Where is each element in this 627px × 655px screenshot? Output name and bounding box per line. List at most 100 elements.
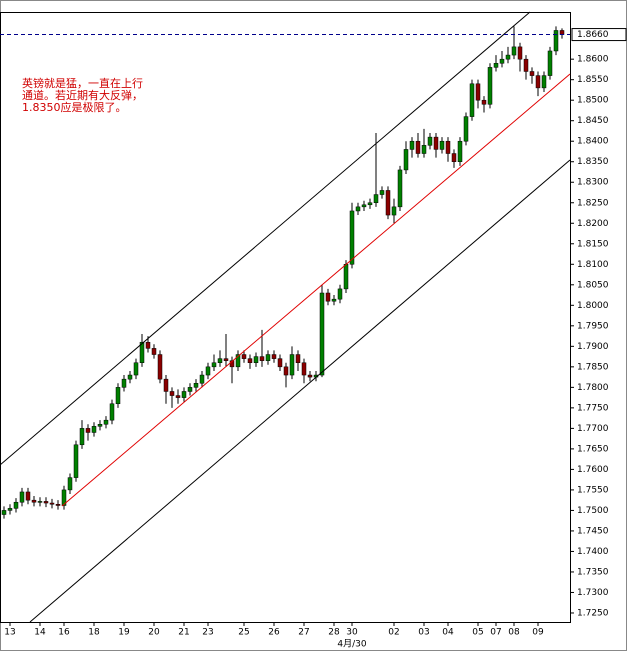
candle-body: [259, 356, 265, 361]
candle-body: [535, 75, 541, 89]
candle-body: [205, 366, 211, 376]
current-price-box: [571, 28, 627, 42]
channel-middle: [61, 73, 571, 507]
y-tick-label: 1.8300: [577, 178, 609, 188]
candle-body: [517, 46, 523, 60]
x-tick-label: 26: [268, 628, 280, 638]
x-tick-label: 13: [4, 628, 15, 638]
candle-body: [211, 362, 217, 368]
candle-body: [541, 75, 547, 89]
annotation: 英镑就是猛，一直在上行: [22, 76, 143, 90]
y-tick-label: 1.8350: [577, 157, 609, 167]
y-tick-label: 1.8500: [577, 96, 609, 106]
x-tick-label: 27: [298, 628, 309, 638]
x-tick-label: 23: [202, 628, 213, 638]
candle-body: [217, 358, 223, 363]
y-tick-label: 1.8100: [577, 260, 609, 270]
candle-body: [463, 116, 469, 142]
candle-body: [361, 204, 367, 208]
annotation: 通道。若近期有大反弹，: [22, 88, 143, 102]
candle-body: [325, 292, 331, 302]
candle-body: [505, 54, 511, 60]
candle-body: [265, 354, 271, 361]
candle-body: [91, 426, 97, 433]
candle-body: [115, 387, 121, 405]
candle-body: [457, 140, 463, 162]
y-tick-label: 1.7300: [577, 588, 609, 598]
x-tick-label: 20: [148, 628, 160, 638]
y-tick-label: 1.8200: [577, 219, 609, 229]
candle-body: [37, 501, 43, 503]
plot-area: [0, 12, 571, 623]
candle-body: [385, 190, 391, 216]
candle-body: [559, 30, 565, 35]
y-tick-label: 1.7600: [577, 465, 609, 475]
candle-body: [85, 428, 91, 433]
candle-body: [67, 477, 73, 491]
candle-body: [319, 292, 325, 376]
x-tick-label: 03: [418, 628, 429, 638]
candle-body: [481, 99, 487, 105]
candle-body: [49, 502, 55, 505]
candle-body: [493, 63, 499, 68]
x-tick-label: 05: [472, 628, 483, 638]
candle-body: [127, 374, 133, 380]
x-tick-label: 04: [442, 628, 454, 638]
candle-body: [55, 504, 61, 506]
candle-body: [277, 358, 283, 368]
candle-body: [547, 50, 553, 76]
current-price-label: 1.8660: [577, 30, 609, 40]
x-tick-label: 16: [58, 628, 70, 638]
candle-body: [331, 298, 337, 302]
candle-body: [283, 366, 289, 376]
candle-body: [199, 374, 205, 384]
y-tick-label: 1.7850: [577, 362, 609, 372]
candle-body: [97, 424, 103, 427]
candle-body: [181, 391, 187, 398]
candle-body: [403, 149, 409, 171]
candle-body: [289, 354, 295, 376]
channel-lower: [29, 159, 571, 623]
y-tick-label: 1.7700: [577, 424, 609, 434]
candle-body: [523, 58, 529, 72]
candle-body: [193, 383, 199, 388]
y-tick-label: 1.7650: [577, 444, 609, 454]
y-tick-label: 1.8050: [577, 280, 609, 290]
y-tick-label: 1.8600: [577, 55, 609, 65]
y-tick-label: 1.8000: [577, 301, 609, 311]
y-tick-label: 1.7750: [577, 403, 609, 413]
candle-body: [469, 83, 475, 117]
candle-body: [61, 489, 67, 506]
candle-body: [415, 140, 421, 154]
candle-body: [13, 501, 19, 509]
candle-body: [151, 348, 157, 355]
candle-body: [397, 169, 403, 208]
candle-body: [511, 46, 517, 56]
candle-body: [253, 356, 259, 363]
y-tick-label: 1.7250: [577, 608, 609, 618]
candle-body: [355, 206, 361, 212]
y-tick-label: 1.7400: [577, 547, 609, 557]
y-tick-label: 1.7550: [577, 485, 609, 495]
candle-body: [223, 358, 229, 361]
candle-body: [475, 83, 481, 101]
y-tick-label: 1.8400: [577, 137, 609, 147]
candle-body: [169, 391, 175, 396]
x-tick-label: 30: [346, 628, 358, 638]
y-tick-label: 1.8250: [577, 198, 609, 208]
x-tick-label: 07: [490, 628, 501, 638]
candle-body: [73, 444, 79, 478]
candle-body: [175, 395, 181, 398]
candle-body: [19, 491, 25, 503]
candle-body: [373, 194, 379, 204]
y-tick-label: 1.7450: [577, 526, 609, 536]
candle-body: [1, 510, 7, 515]
candle-body: [145, 341, 151, 349]
candle-body: [349, 210, 355, 265]
y-tick-label: 1.7500: [577, 506, 609, 516]
candle-body: [7, 508, 13, 511]
candle-body: [409, 140, 415, 150]
x-tick-label: 18: [88, 628, 100, 638]
